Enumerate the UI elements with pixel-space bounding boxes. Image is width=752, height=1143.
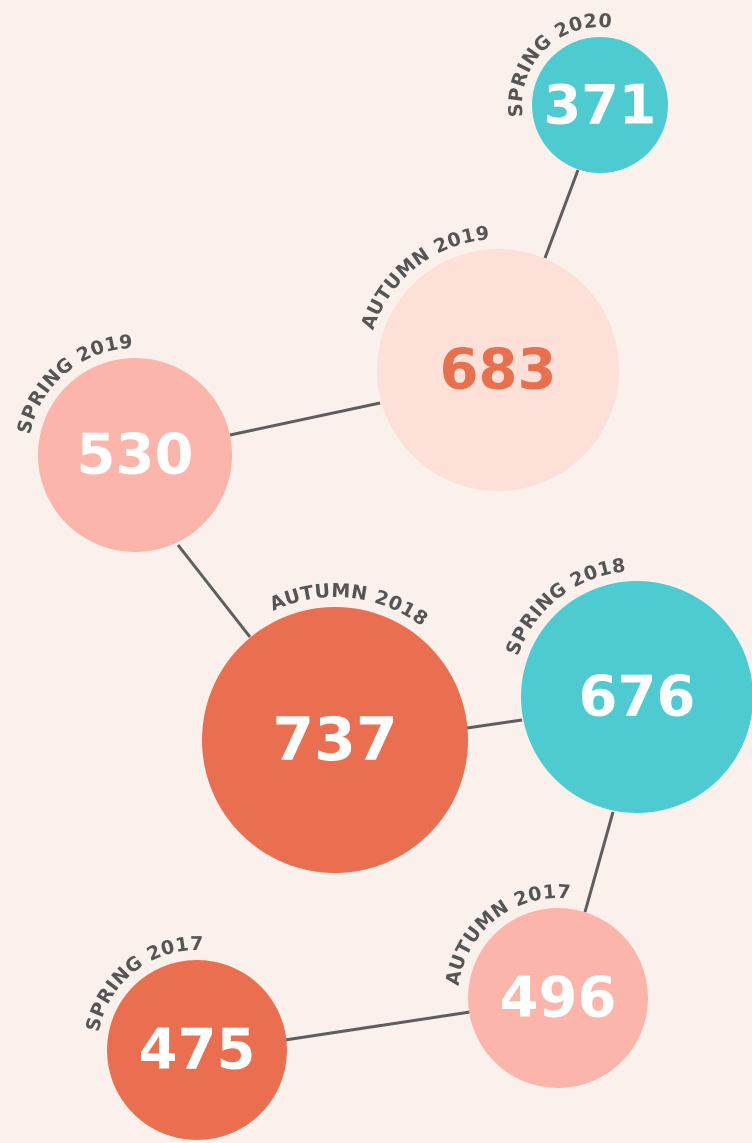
link xyxy=(229,401,381,437)
node-value: 676 xyxy=(579,665,696,730)
link xyxy=(583,811,615,913)
bubble xyxy=(202,607,468,873)
bubble xyxy=(38,358,232,552)
node-value: 530 xyxy=(77,423,194,488)
link xyxy=(176,544,252,638)
node-value: 737 xyxy=(272,705,397,775)
bubble xyxy=(468,908,648,1088)
node-value: 683 xyxy=(440,338,557,403)
links xyxy=(176,169,615,1042)
bubble xyxy=(107,960,287,1140)
bubble xyxy=(532,37,668,173)
node-value: 496 xyxy=(500,966,617,1031)
link xyxy=(284,1010,471,1042)
bubble xyxy=(521,581,752,813)
link xyxy=(543,169,580,259)
bubble xyxy=(377,249,619,491)
node-value: 371 xyxy=(544,74,657,137)
link xyxy=(466,718,523,730)
node-value: 475 xyxy=(139,1018,256,1083)
